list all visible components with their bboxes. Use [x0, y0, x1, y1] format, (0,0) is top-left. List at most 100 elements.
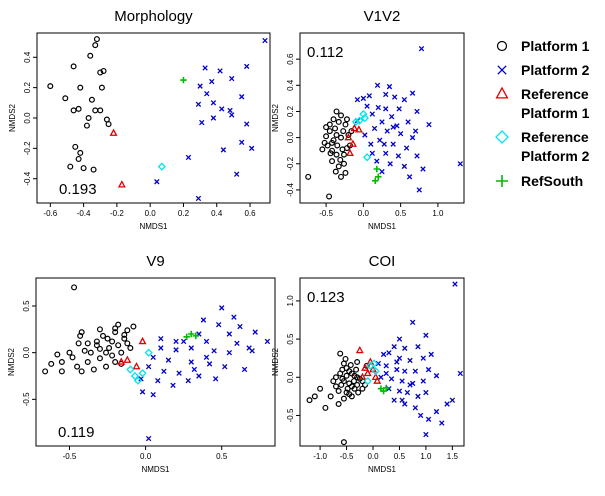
- point: [109, 128, 118, 136]
- x-tick-label: 0.0: [358, 209, 370, 218]
- y-tick-label: 0.2: [23, 82, 32, 94]
- point: [99, 332, 106, 339]
- point: [402, 368, 408, 374]
- point: [77, 84, 84, 91]
- point: [333, 108, 340, 115]
- point: [391, 94, 398, 100]
- point: [384, 128, 390, 134]
- point: [97, 69, 104, 76]
- point: [332, 383, 339, 390]
- series-reference-platform-1: [355, 345, 382, 384]
- point: [346, 142, 353, 149]
- point: [173, 347, 179, 353]
- y-tick-label: 0.0: [286, 371, 295, 383]
- point: [342, 169, 349, 176]
- point: [394, 366, 400, 373]
- point: [397, 130, 404, 137]
- point: [93, 36, 100, 43]
- point: [226, 349, 233, 356]
- point: [188, 330, 195, 338]
- point: [396, 355, 403, 361]
- point: [252, 329, 258, 335]
- x-tick-label: 0.0: [140, 452, 152, 461]
- point: [366, 93, 373, 99]
- point: [354, 359, 361, 366]
- point: [227, 107, 233, 114]
- point: [188, 345, 194, 351]
- point: [338, 134, 345, 141]
- point: [72, 143, 79, 150]
- point: [130, 371, 140, 381]
- x-tick-label: 0.5: [216, 452, 228, 461]
- point: [185, 377, 191, 384]
- point: [354, 381, 361, 388]
- point: [363, 376, 372, 386]
- point: [196, 373, 202, 379]
- point: [226, 331, 233, 337]
- x-tick-label: -0.6: [43, 209, 57, 218]
- point: [383, 370, 389, 377]
- point: [399, 378, 405, 384]
- point: [368, 141, 374, 147]
- point: [324, 142, 331, 149]
- point: [374, 158, 380, 164]
- point: [423, 389, 429, 396]
- series-platform-1: [306, 350, 370, 446]
- point: [109, 352, 116, 359]
- point: [345, 148, 354, 157]
- point: [415, 344, 421, 350]
- point: [420, 378, 426, 384]
- point: [66, 349, 73, 356]
- point: [350, 123, 359, 132]
- point: [383, 384, 390, 392]
- point: [409, 90, 416, 96]
- series-platform-2: [154, 37, 268, 202]
- point: [203, 338, 210, 345]
- x-tick-label: 0.4: [211, 209, 223, 218]
- point: [363, 368, 372, 377]
- x-tick-label: 1.5: [447, 452, 459, 461]
- point: [165, 357, 172, 363]
- point: [58, 359, 65, 366]
- point: [88, 96, 95, 103]
- x-tick-label: -1.0: [313, 452, 327, 461]
- point: [133, 376, 143, 385]
- series-reference-platform-1: [117, 336, 147, 370]
- point: [197, 83, 203, 89]
- point: [353, 366, 360, 373]
- point: [358, 372, 367, 381]
- point: [444, 401, 450, 407]
- point: [335, 163, 342, 170]
- point: [206, 361, 213, 367]
- panel-title: COI: [369, 253, 396, 270]
- series-refsouth: [372, 165, 382, 184]
- x-tick-label: -0.5: [319, 209, 333, 218]
- series-reference-platform-2: [157, 162, 166, 171]
- y-tick-label: 1.0: [286, 295, 295, 307]
- point: [217, 68, 223, 74]
- point: [412, 405, 419, 411]
- point: [340, 128, 347, 135]
- point: [305, 173, 312, 180]
- stress-value: 0.123: [307, 289, 345, 306]
- series-platform-1: [47, 36, 112, 173]
- point: [117, 180, 126, 188]
- point: [70, 107, 77, 114]
- point: [335, 388, 342, 395]
- point: [409, 319, 416, 325]
- point: [404, 389, 411, 396]
- point: [124, 327, 131, 334]
- point: [373, 165, 380, 173]
- point: [347, 362, 354, 369]
- legend-marker: [495, 86, 509, 99]
- point: [144, 348, 153, 357]
- point: [390, 141, 396, 147]
- point: [306, 397, 313, 404]
- point: [191, 366, 198, 373]
- point: [112, 325, 119, 332]
- legend-item: Reference Platform 1: [495, 86, 590, 121]
- point: [323, 133, 330, 140]
- y-tick-label: -0.4: [23, 171, 32, 185]
- point: [96, 326, 103, 333]
- point: [383, 363, 389, 369]
